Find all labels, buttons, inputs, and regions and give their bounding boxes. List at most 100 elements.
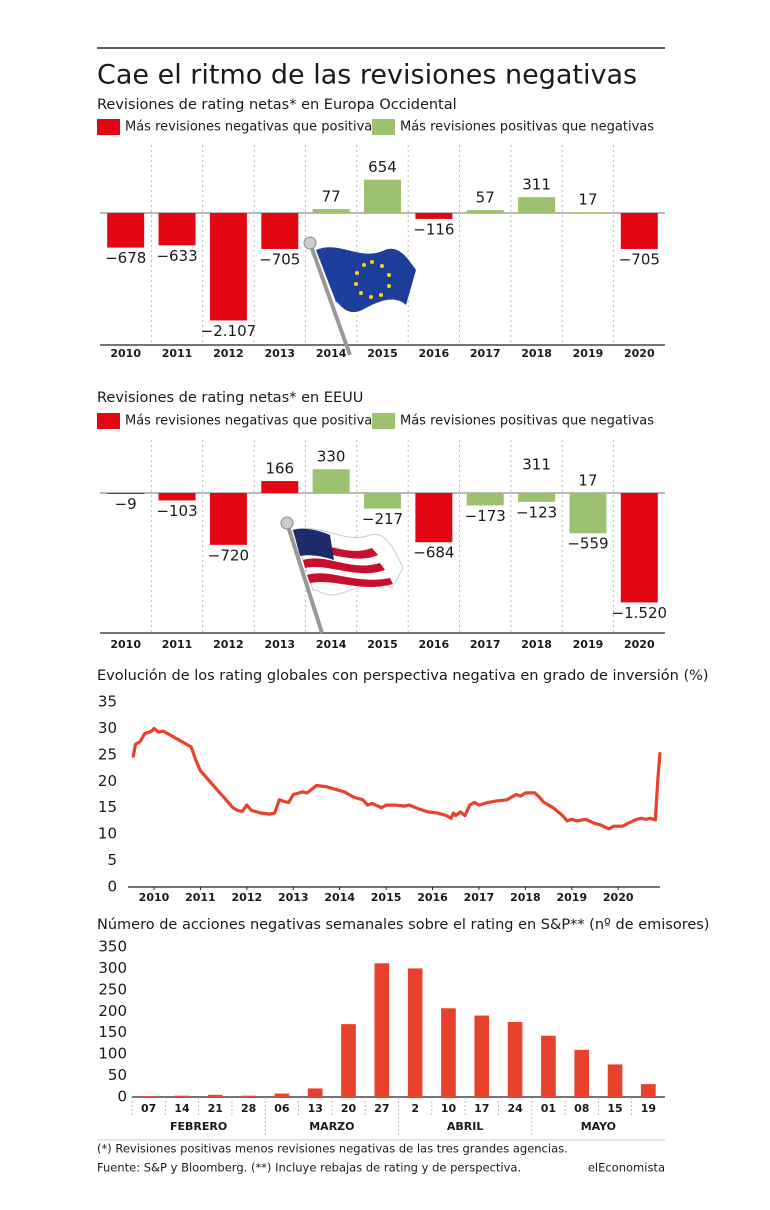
x-tick-label: 2020 [624, 347, 655, 360]
x-tick-label: 2017 [470, 347, 501, 360]
bar [620, 493, 658, 603]
x-tick-label: 2014 [324, 891, 355, 904]
x-tick-label: 2010 [110, 638, 141, 651]
value-label: 166 [265, 460, 294, 478]
x-tick-label: 2017 [470, 638, 501, 651]
bar [407, 968, 423, 1097]
bar [312, 209, 350, 213]
footnote: (*) Revisiones positivas menos revisione… [97, 1142, 568, 1156]
x-tick-label: 2011 [162, 638, 193, 651]
bar [574, 1049, 590, 1097]
bar [274, 1093, 290, 1097]
x-tick-label: 13 [308, 1102, 323, 1115]
y-tick-label: 350 [98, 938, 127, 956]
bar [174, 1095, 190, 1097]
x-tick-label: 2018 [521, 347, 552, 360]
x-tick-label: 27 [374, 1102, 389, 1115]
eu-flag [303, 236, 416, 356]
group-label: MARZO [309, 1120, 354, 1133]
bar [158, 493, 196, 501]
bar [209, 213, 247, 321]
x-tick-label: 2019 [573, 347, 604, 360]
x-tick-label: 21 [208, 1102, 223, 1115]
x-tick-label: 2011 [162, 347, 193, 360]
annotation: 17 [578, 472, 597, 490]
legend-swatch [372, 413, 395, 429]
bar [107, 493, 145, 494]
value-label: −1.520 [612, 604, 668, 622]
x-tick-label: 19 [641, 1102, 656, 1115]
x-tick-label: 01 [541, 1102, 556, 1115]
value-label: 57 [476, 189, 495, 207]
bar [518, 493, 556, 502]
legend-swatch [97, 413, 120, 429]
x-tick-label: 2013 [264, 347, 295, 360]
y-tick-label: 100 [98, 1045, 127, 1063]
y-tick-label: 35 [98, 693, 117, 711]
bar [641, 1084, 656, 1097]
x-tick-label: 2014 [316, 638, 347, 651]
group-label: MAYO [581, 1120, 616, 1133]
x-tick-label: 20 [341, 1102, 357, 1115]
x-tick-label: 2018 [510, 891, 541, 904]
x-tick-label: 2010 [139, 891, 170, 904]
x-tick-label: 2015 [371, 891, 402, 904]
x-tick-label: 2011 [185, 891, 216, 904]
source: Fuente: S&P y Bloomberg. (**) Incluye re… [97, 1161, 521, 1175]
brand: elEconomista [588, 1161, 665, 1175]
value-label: 17 [578, 191, 597, 209]
line-series [131, 726, 662, 831]
us-flag [280, 516, 404, 634]
value-label: −2.107 [201, 322, 257, 340]
y-tick-label: 50 [108, 1066, 127, 1084]
bar [466, 210, 504, 213]
chart-title: Número de acciones negativas semanales s… [97, 917, 709, 933]
value-label: 311 [522, 176, 551, 194]
y-tick-label: 300 [98, 959, 127, 977]
bar [466, 493, 504, 506]
value-label: 654 [368, 158, 397, 176]
x-tick-label: 06 [274, 1102, 290, 1115]
value-label: −173 [465, 507, 506, 525]
x-tick-label: 2019 [573, 638, 604, 651]
bar [474, 1015, 490, 1097]
x-tick-label: 2010 [110, 347, 141, 360]
legend-label: Más revisiones positivas que negativas [400, 414, 654, 429]
bar [261, 213, 299, 249]
bar [364, 179, 401, 213]
x-tick-label: 2012 [213, 347, 244, 360]
bar [569, 212, 607, 214]
bar [241, 1095, 256, 1097]
x-tick-label: 24 [507, 1102, 523, 1115]
y-tick-label: 200 [98, 1002, 127, 1020]
value-label: −116 [413, 220, 454, 238]
value-label: −9 [115, 495, 137, 513]
x-tick-label: 2012 [232, 891, 263, 904]
bar [415, 213, 453, 219]
value-label: −720 [208, 546, 249, 564]
bar [261, 481, 299, 493]
bar [141, 1096, 156, 1097]
value-label: −103 [156, 502, 197, 520]
bar [374, 963, 390, 1097]
value-label: −633 [156, 247, 197, 265]
bar [207, 1094, 223, 1097]
value-label: −684 [413, 544, 454, 562]
x-tick-label: 10 [441, 1102, 457, 1115]
bar [341, 1024, 356, 1097]
y-tick-label: 30 [98, 719, 117, 737]
bar [209, 493, 247, 545]
bar [312, 469, 350, 493]
x-tick-label: 2016 [419, 347, 450, 360]
x-tick-label: 2016 [417, 891, 448, 904]
legend-label: Más revisiones negativas que positivas [125, 414, 379, 429]
bar [518, 197, 556, 213]
group-label: FEBRERO [170, 1120, 227, 1133]
y-tick-label: 250 [98, 980, 127, 998]
bar [441, 1008, 456, 1097]
y-tick-label: 0 [107, 878, 117, 896]
value-label: 77 [322, 188, 341, 206]
bar [307, 1088, 323, 1097]
x-tick-label: 15 [607, 1102, 622, 1115]
